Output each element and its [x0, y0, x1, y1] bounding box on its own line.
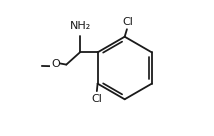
Text: Cl: Cl	[122, 16, 133, 27]
Text: O: O	[51, 59, 60, 69]
Text: Cl: Cl	[91, 94, 102, 104]
Text: NH₂: NH₂	[70, 21, 91, 31]
